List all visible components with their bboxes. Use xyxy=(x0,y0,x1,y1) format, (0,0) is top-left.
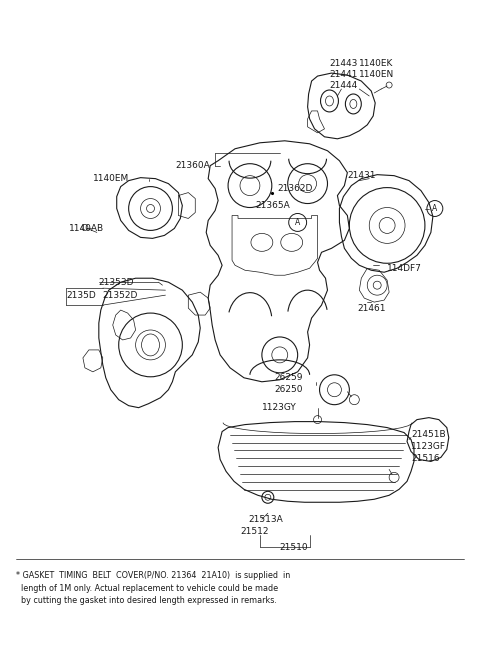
Text: 21353D: 21353D xyxy=(99,278,134,286)
Text: 21431: 21431 xyxy=(348,171,376,180)
Text: 1140EM: 1140EM xyxy=(93,174,129,183)
Text: 1140EN: 1140EN xyxy=(360,70,395,79)
Text: 21512: 21512 xyxy=(240,527,268,535)
Text: A: A xyxy=(295,218,300,227)
Text: 21362D: 21362D xyxy=(278,184,313,193)
Text: 21360A: 21360A xyxy=(175,161,210,170)
Text: * GASKET  TIMING  BELT  COVER(P/NO. 21364  21A10)  is supplied  in: * GASKET TIMING BELT COVER(P/NO. 21364 2… xyxy=(16,571,290,580)
Text: 1123GY: 1123GY xyxy=(262,403,297,412)
Text: 21451B: 21451B xyxy=(411,430,445,439)
Text: 21443: 21443 xyxy=(329,58,358,68)
Text: 21352D: 21352D xyxy=(103,290,138,300)
Text: 21513A: 21513A xyxy=(248,514,283,524)
Text: by cutting the gasket into desired length expressed in remarks.: by cutting the gasket into desired lengt… xyxy=(16,596,277,605)
Text: 2135D: 2135D xyxy=(66,290,96,300)
Text: 21444: 21444 xyxy=(329,81,358,89)
Text: A: A xyxy=(432,204,437,213)
Text: length of 1M only. Actual replacement to vehicle could be made: length of 1M only. Actual replacement to… xyxy=(16,584,278,593)
Text: 1140AB: 1140AB xyxy=(69,224,104,233)
Text: 1140EK: 1140EK xyxy=(360,58,394,68)
Text: 114DF7: 114DF7 xyxy=(387,263,422,273)
Text: 26250: 26250 xyxy=(275,385,303,394)
Text: 26259: 26259 xyxy=(275,373,303,382)
Text: 21441: 21441 xyxy=(329,70,358,79)
Text: 21516: 21516 xyxy=(411,454,440,463)
Text: 1123GF: 1123GF xyxy=(411,442,446,451)
Text: 21461: 21461 xyxy=(357,304,386,313)
Text: 21365A: 21365A xyxy=(255,201,289,210)
Text: 21510: 21510 xyxy=(280,543,308,552)
